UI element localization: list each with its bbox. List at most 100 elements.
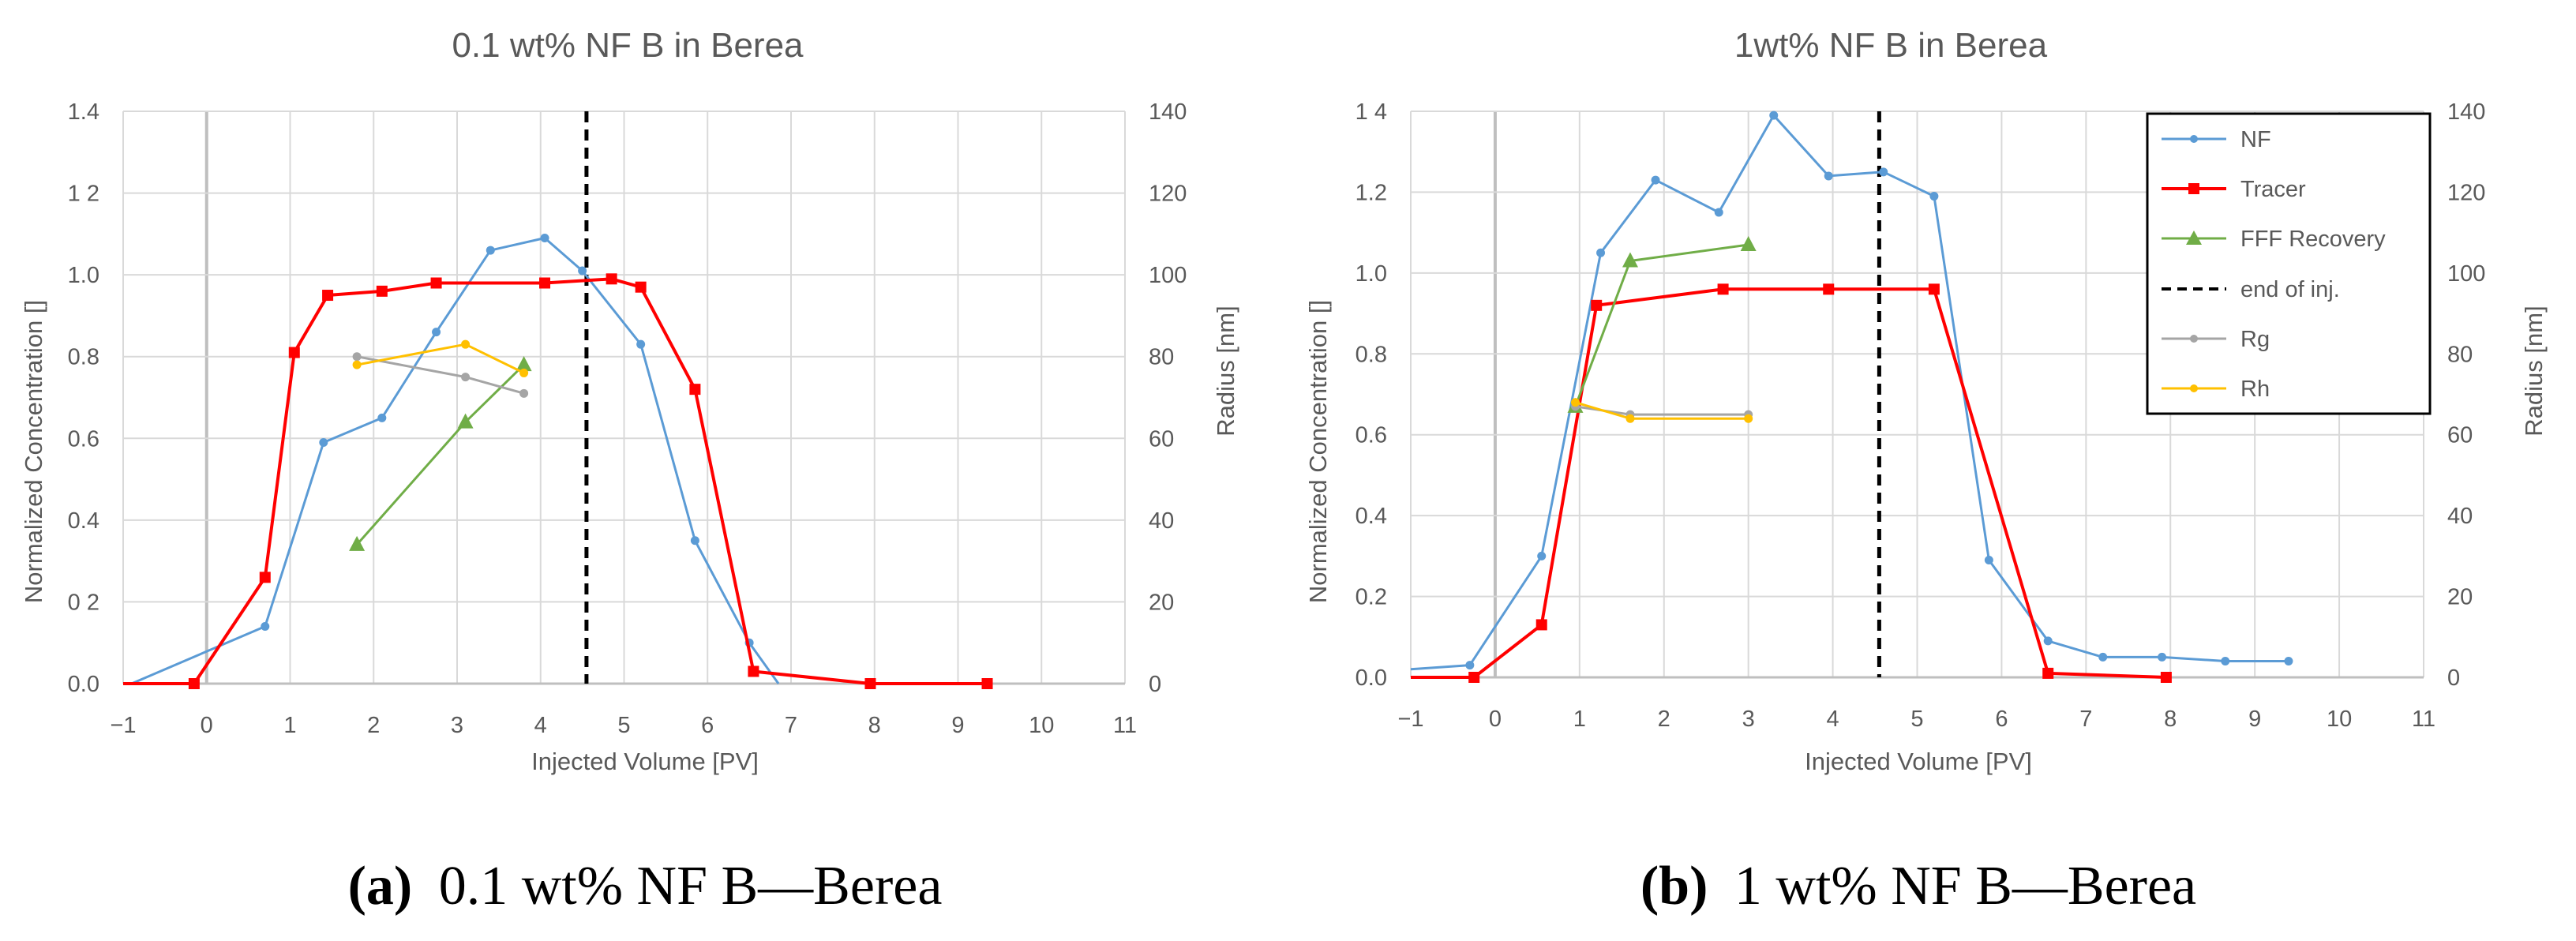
caption: (b) 1 wt% NF B—Berea	[1640, 856, 2196, 917]
caption-label: (a)	[348, 856, 413, 917]
series-nf	[131, 234, 780, 685]
x-tick-label: 1	[283, 713, 296, 738]
caption: (a) 0.1 wt% NF B—Berea	[348, 856, 943, 917]
legend-label-rh: Rh	[2240, 377, 2270, 402]
y-tick-label: 0 2	[68, 590, 99, 615]
data-point-fff-recovery	[1622, 252, 1638, 268]
x-tick-label: 10	[2327, 707, 2352, 732]
series-line-tracer	[123, 277, 988, 685]
data-point-rh	[352, 360, 362, 369]
data-point-nf	[1714, 208, 1723, 217]
y-tick-label: 0.8	[68, 345, 99, 370]
data-point-fff-recovery	[457, 413, 474, 429]
data-point-nf	[1769, 111, 1779, 120]
series-line-fff-recovery	[1574, 243, 1749, 407]
data-point-nf	[1537, 551, 1547, 560]
x-tick-label: 10	[1029, 713, 1054, 738]
x-tick-label: 5	[1910, 707, 1923, 732]
data-point-nf	[1465, 661, 1475, 670]
data-point-tracer	[606, 273, 617, 285]
legend: NF Tracer FFF Recovery end of inj. Rg Rh	[2146, 112, 2432, 415]
x-tick-label: 2	[367, 713, 380, 738]
data-point-tracer	[864, 678, 876, 689]
x-tick-label: 3	[451, 713, 463, 738]
data-point-tracer	[539, 277, 551, 289]
data-point-tracer	[1928, 283, 1940, 295]
data-point-tracer	[635, 281, 647, 293]
y2-tick-label: 20	[2447, 585, 2473, 610]
data-point-rh	[461, 339, 471, 349]
data-point-tracer	[748, 665, 759, 677]
data-point-rg	[519, 388, 529, 398]
data-point-tracer	[1468, 672, 1480, 683]
x-tick-label: 11	[2412, 707, 2435, 732]
y2-tick-label: 120	[2447, 180, 2485, 205]
series-line-nf	[131, 237, 780, 685]
caption-text: 0.1 wt% NF B—Berea	[439, 856, 943, 917]
data-point-rh	[1570, 398, 1580, 407]
y2-tick-label: 20	[1149, 590, 1174, 615]
y-tick-label: 1.0	[68, 263, 99, 288]
legend-marker-fff	[2186, 231, 2202, 245]
series-tracer	[123, 273, 993, 689]
y2-tick-label: 100	[1149, 263, 1187, 288]
data-point-nf	[2098, 652, 2108, 662]
x-tick-label: 6	[701, 713, 714, 738]
x-tick-label: 5	[617, 713, 630, 738]
chart-title: 0.1 wt% NF B in Berea	[452, 26, 804, 65]
y-axis-label: Normalized Concentration []	[1304, 300, 1332, 603]
x-tick-label: −1	[1397, 707, 1423, 732]
data-point-nf	[1824, 171, 1833, 181]
y2-tick-label: 60	[1149, 426, 1174, 452]
data-point-nf	[1596, 248, 1606, 257]
y2-axis-label: Radius [nm]	[2520, 306, 2548, 436]
data-point-nf	[1879, 167, 1888, 177]
data-point-rh	[1625, 414, 1635, 423]
data-point-rg	[352, 352, 362, 362]
series-line-rh	[1575, 401, 1749, 420]
data-point-nf	[2221, 657, 2230, 666]
series-rg	[1570, 402, 1753, 419]
data-point-tracer	[2160, 672, 2172, 683]
legend-box	[2146, 112, 2432, 415]
data-point-tracer	[2042, 667, 2054, 679]
chart-panel-a: 0.1 wt% NF B in Berea −1 0 1 2 3 4 5 6 7 8 9 10 11 0.…	[20, 26, 1239, 917]
x-tick-label: 11	[1113, 713, 1137, 738]
data-point-rg	[461, 373, 471, 382]
x-tick-label: 7	[785, 713, 797, 738]
y-tick-label: 1.0	[1355, 261, 1387, 287]
y2-tick-label: 80	[1149, 345, 1174, 370]
y-tick-label: 1.4	[68, 99, 99, 125]
legend-label-eoi: end of inj.	[2240, 277, 2340, 302]
y2-tick-label: 140	[2447, 99, 2485, 125]
y-tick-label: 0.6	[1355, 423, 1387, 448]
y-axis-label: Normalized Concentration []	[20, 300, 47, 603]
data-point-fff-recovery	[516, 356, 532, 372]
data-point-tracer	[1717, 283, 1729, 295]
y2-tick-label: 140	[1149, 99, 1187, 125]
y2-tick-label: 100	[2447, 261, 2485, 287]
data-point-tracer	[981, 678, 993, 689]
data-point-nf	[1929, 192, 1939, 201]
y2-tick-label: 0	[2447, 665, 2460, 691]
x-axis-label: Injected Volume [PV]	[1805, 748, 2032, 775]
data-point-tracer	[376, 285, 388, 297]
x-tick-label: 3	[1742, 707, 1755, 732]
data-point-nf	[1651, 175, 1660, 185]
legend-label-fff: FFF Recovery	[2240, 227, 2386, 252]
data-point-tracer	[1591, 299, 1603, 311]
data-point-nf	[578, 266, 587, 276]
data-point-nf	[261, 622, 270, 631]
data-point-nf	[636, 339, 646, 349]
y-tick-label: 1 2	[68, 182, 99, 207]
x-tick-label: −1	[110, 713, 136, 738]
data-point-rh	[1744, 414, 1753, 423]
data-point-nf	[2158, 652, 2167, 662]
y2-tick-label: 60	[2447, 423, 2473, 448]
legend-marker-rg	[2190, 335, 2198, 343]
y2-tick-label: 80	[2447, 342, 2473, 367]
x-tick-label: 9	[951, 713, 964, 738]
y2-tick-label: 0	[1149, 672, 1161, 697]
legend-label-nf: NF	[2240, 127, 2271, 152]
